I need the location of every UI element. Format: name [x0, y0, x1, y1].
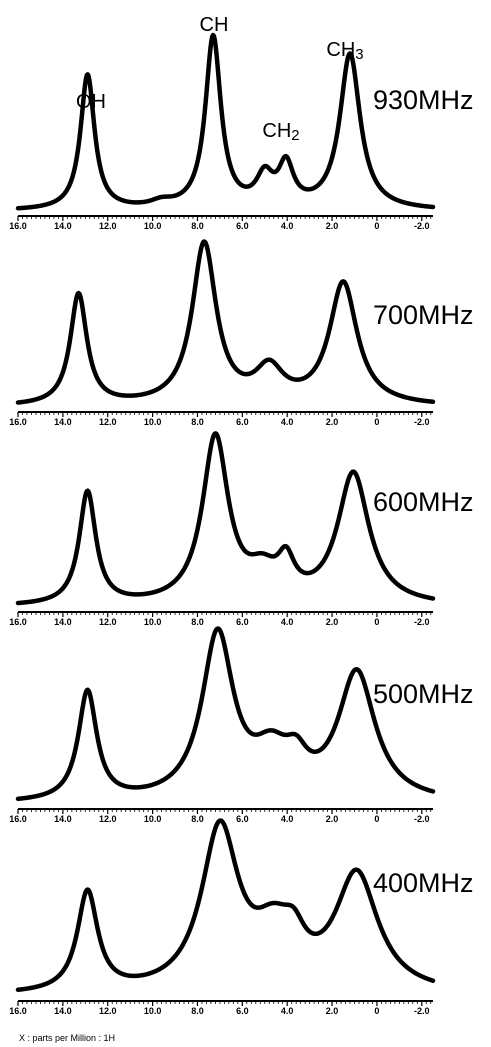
x-tick-label: 4.0: [281, 417, 294, 427]
x-tick-label: -2.0: [414, 1006, 430, 1016]
x-tick-label: 14.0: [54, 617, 72, 627]
spectrum-panel: 16.0 14.0 12.0 10.0 8.0 6.0 4.0 2.0 0 -2.0 400MHz: [9, 818, 474, 1016]
x-tick-label: 12.0: [99, 221, 117, 231]
x-tick-label: 10.0: [144, 221, 162, 231]
x-tick-label: 4.0: [281, 814, 294, 824]
x-tick-label: 4.0: [281, 221, 294, 231]
spectrum-panel: 16.0 14.0 12.0 10.0 8.0 6.0 4.0 2.0 0 -2.0 930MHz: [9, 32, 474, 231]
x-tick-label: 0: [374, 617, 379, 627]
x-tick-label: 16.0: [9, 617, 27, 627]
x-tick-label: 4.0: [281, 1006, 294, 1016]
spectrum-panel: 16.0 14.0 12.0 10.0 8.0 6.0 4.0 2.0 0 -2.0 600MHz: [9, 431, 474, 627]
x-tick-label: 16.0: [9, 417, 27, 427]
x-tick-label: 16.0: [9, 221, 27, 231]
x-tick-label: -2.0: [414, 417, 430, 427]
x-tick-label: 0: [374, 221, 379, 231]
x-tick-label: 2.0: [326, 221, 339, 231]
x-tick-label: 12.0: [99, 417, 117, 427]
spectrum-line: [15, 32, 436, 211]
x-tick-label: 12.0: [99, 1006, 117, 1016]
spectrum-panel: 16.0 14.0 12.0 10.0 8.0 6.0 4.0 2.0 0 -2.0 500MHz: [9, 626, 474, 824]
spectrum-line: [15, 818, 436, 993]
x-tick-label: 2.0: [326, 814, 339, 824]
x-tick-label: 10.0: [144, 617, 162, 627]
x-tick-label: 14.0: [54, 221, 72, 231]
series-label: 400MHz: [373, 868, 474, 898]
x-tick-label: 10.0: [144, 1006, 162, 1016]
peak-label: CH2: [262, 120, 299, 144]
series-label: 700MHz: [373, 300, 474, 330]
x-tick-label: 10.0: [144, 417, 162, 427]
x-tick-label: 10.0: [144, 814, 162, 824]
x-tick-label: 14.0: [54, 814, 72, 824]
x-tick-label: 14.0: [54, 1006, 72, 1016]
x-tick-label: 8.0: [191, 814, 204, 824]
x-tick-label: 8.0: [191, 1006, 204, 1016]
x-tick-label: 12.0: [99, 814, 117, 824]
x-tick-label: 8.0: [191, 617, 204, 627]
x-tick-label: 2.0: [326, 617, 339, 627]
x-tick-label: -2.0: [414, 221, 430, 231]
x-tick-label: 0: [374, 1006, 379, 1016]
spectra-panels: 16.0 14.0 12.0 10.0 8.0 6.0 4.0 2.0 0 -2.0930MHz1…: [9, 32, 474, 1016]
x-tick-label: -2.0: [414, 814, 430, 824]
x-tick-label: 0: [374, 417, 379, 427]
x-tick-label: 4.0: [281, 617, 294, 627]
spectrum-line: [15, 626, 436, 802]
x-tick-label: 16.0: [9, 814, 27, 824]
x-tick-label: 12.0: [99, 617, 117, 627]
x-tick-label: 6.0: [236, 221, 249, 231]
spectrum-panel: 16.0 14.0 12.0 10.0 8.0 6.0 4.0 2.0 0 -2.0 700MHz: [9, 239, 474, 427]
x-axis-title: X : parts per Million : 1H: [19, 1033, 115, 1043]
series-label: 930MHz: [373, 85, 474, 115]
spectrum-line: [15, 239, 436, 405]
x-tick-label: 14.0: [54, 417, 72, 427]
x-tick-label: 16.0: [9, 1006, 27, 1016]
x-tick-label: 8.0: [191, 417, 204, 427]
peak-label: CH3: [326, 39, 363, 63]
x-tick-label: 6.0: [236, 417, 249, 427]
series-label: 600MHz: [373, 487, 474, 517]
series-label: 500MHz: [373, 679, 474, 709]
x-tick-label: 0: [374, 814, 379, 824]
x-tick-label: 2.0: [326, 417, 339, 427]
x-tick-label: 6.0: [236, 617, 249, 627]
x-tick-label: 6.0: [236, 814, 249, 824]
x-tick-label: -2.0: [414, 617, 430, 627]
peak-label: CH: [200, 14, 229, 36]
x-tick-label: 8.0: [191, 221, 204, 231]
x-tick-label: 6.0: [236, 1006, 249, 1016]
spectrum-line: [15, 431, 436, 606]
x-tick-label: 2.0: [326, 1006, 339, 1016]
